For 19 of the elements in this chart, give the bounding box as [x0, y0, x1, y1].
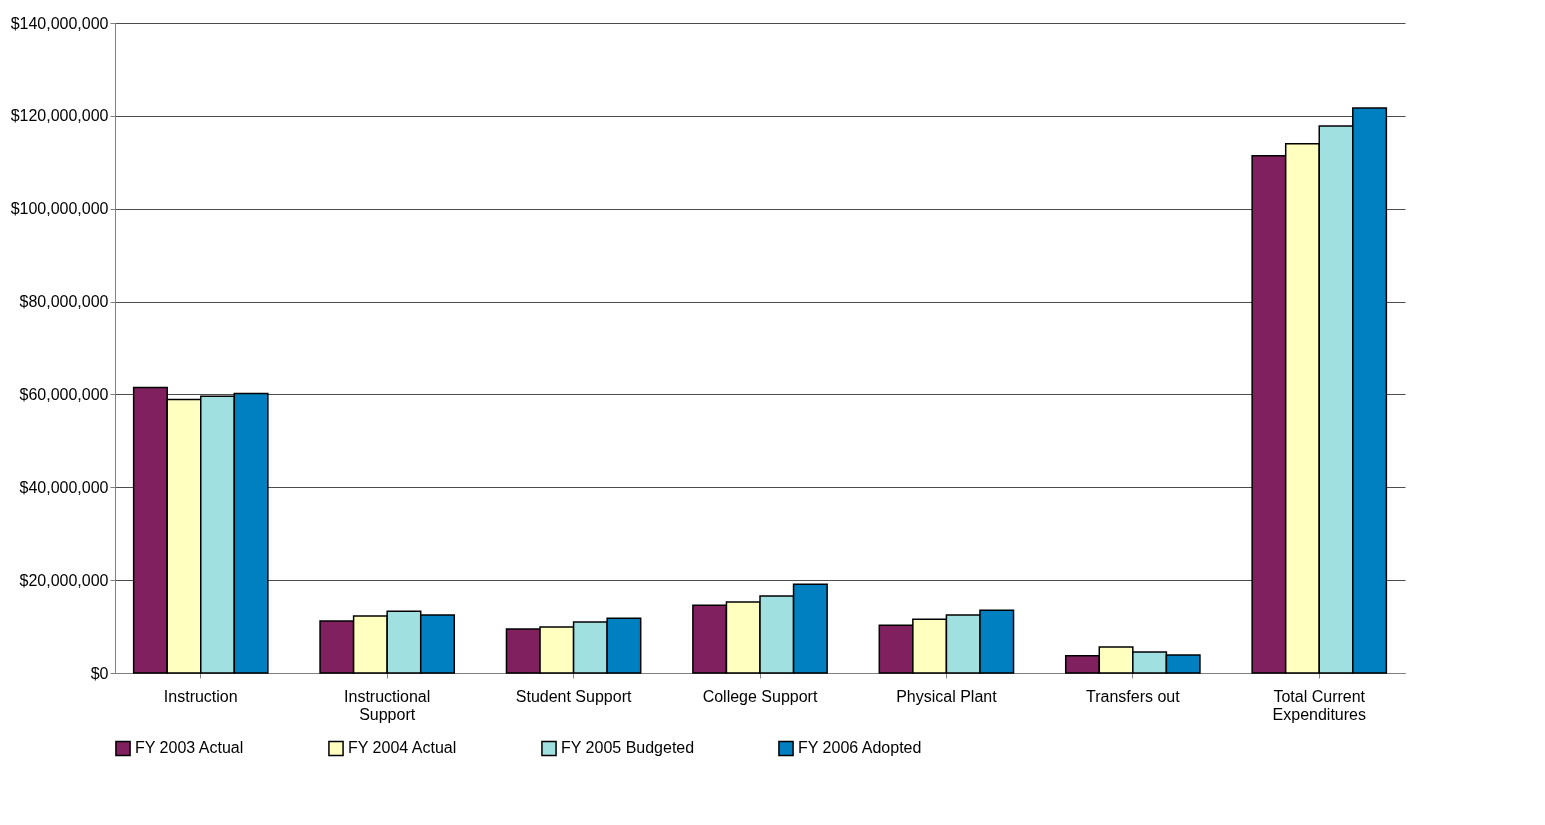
x-tick-label: Physical Plant — [896, 687, 998, 705]
x-tick-label: College Support — [702, 687, 818, 705]
x-tick-label: Instruction — [163, 687, 238, 705]
y-tick-label: $0 — [90, 664, 109, 682]
y-tick-label: $140,000,000 — [10, 14, 109, 32]
y-tick-label: $120,000,000 — [10, 107, 109, 125]
x-tick-label: Student Support — [515, 687, 632, 705]
legend-label: FY 2005 Budgeted — [561, 739, 695, 757]
y-tick-label: $20,000,000 — [19, 571, 109, 589]
x-tick-label: Transfers out — [1086, 687, 1181, 705]
legend-label: FY 2003 Actual — [135, 739, 244, 757]
y-tick-label: $40,000,000 — [19, 478, 109, 496]
legend-label: FY 2004 Actual — [348, 739, 457, 757]
y-tick-label: $100,000,000 — [10, 200, 109, 218]
y-tick-label: $80,000,000 — [19, 293, 109, 311]
x-tick-label: Instructional Support — [344, 687, 431, 723]
y-tick-label: $60,000,000 — [19, 385, 109, 403]
x-tick-label: Total Current Expenditures — [1272, 687, 1366, 723]
legend-label: FY 2006 Adopted — [798, 739, 922, 757]
